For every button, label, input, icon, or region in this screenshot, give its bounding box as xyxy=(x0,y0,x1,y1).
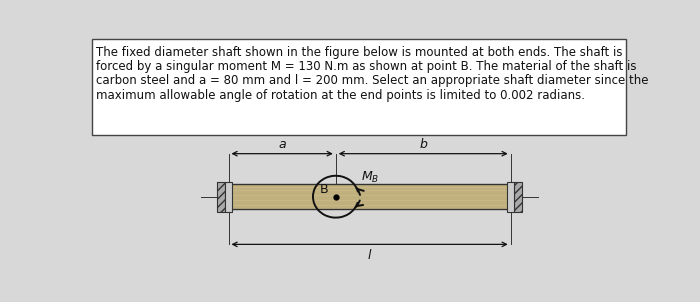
Bar xyxy=(514,182,522,212)
Text: l: l xyxy=(368,249,372,262)
Text: b: b xyxy=(419,138,427,151)
Bar xyxy=(225,182,232,212)
Bar xyxy=(508,182,514,212)
Bar xyxy=(217,182,225,212)
Text: forced by a singular moment M = 130 N.m as shown at point B. The material of the: forced by a singular moment M = 130 N.m … xyxy=(96,60,636,73)
Text: maximum allowable angle of rotation at the end points is limited to 0.002 radian: maximum allowable angle of rotation at t… xyxy=(96,89,584,102)
Bar xyxy=(217,182,225,212)
Bar xyxy=(228,184,511,210)
Bar xyxy=(514,182,522,212)
Bar xyxy=(92,39,626,135)
Text: B: B xyxy=(320,183,329,196)
Text: a: a xyxy=(279,138,286,151)
Text: carbon steel and a = 80 mm and l = 200 mm. Select an appropriate shaft diameter : carbon steel and a = 80 mm and l = 200 m… xyxy=(96,74,648,87)
Text: The fixed diameter shaft shown in the figure below is mounted at both ends. The : The fixed diameter shaft shown in the fi… xyxy=(96,46,622,59)
Text: $M_B$: $M_B$ xyxy=(361,170,379,185)
